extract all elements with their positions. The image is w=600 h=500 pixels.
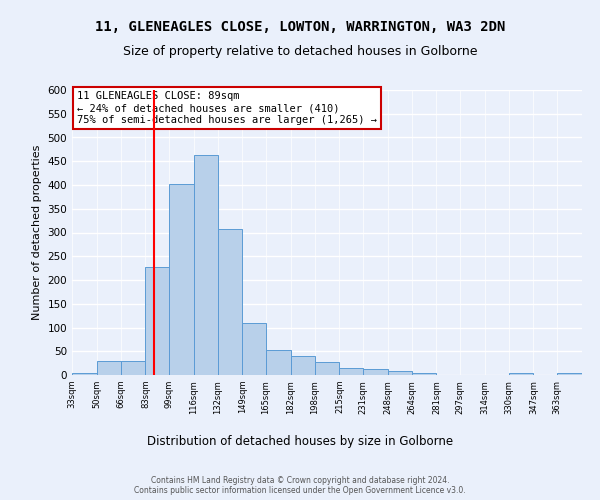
Bar <box>97 361 121 375</box>
Y-axis label: Number of detached properties: Number of detached properties <box>32 145 42 320</box>
Bar <box>169 184 194 375</box>
Bar <box>412 372 436 375</box>
Bar <box>218 229 242 375</box>
Bar <box>314 362 340 375</box>
Text: Size of property relative to detached houses in Golborne: Size of property relative to detached ho… <box>123 45 477 58</box>
Bar <box>145 266 169 375</box>
Bar <box>291 356 314 375</box>
Text: Distribution of detached houses by size in Golborne: Distribution of detached houses by size … <box>147 435 453 448</box>
Bar <box>388 371 412 375</box>
Bar <box>266 350 291 375</box>
Bar <box>557 372 582 375</box>
Bar <box>194 155 218 375</box>
Bar <box>121 361 145 375</box>
Bar <box>363 369 388 375</box>
Bar <box>72 372 97 375</box>
Bar <box>340 368 363 375</box>
Text: 11, GLENEAGLES CLOSE, LOWTON, WARRINGTON, WA3 2DN: 11, GLENEAGLES CLOSE, LOWTON, WARRINGTON… <box>95 20 505 34</box>
Bar <box>509 372 533 375</box>
Bar <box>242 323 266 375</box>
Text: 11 GLENEAGLES CLOSE: 89sqm
← 24% of detached houses are smaller (410)
75% of sem: 11 GLENEAGLES CLOSE: 89sqm ← 24% of deta… <box>77 92 377 124</box>
Text: Contains HM Land Registry data © Crown copyright and database right 2024.
Contai: Contains HM Land Registry data © Crown c… <box>134 476 466 495</box>
